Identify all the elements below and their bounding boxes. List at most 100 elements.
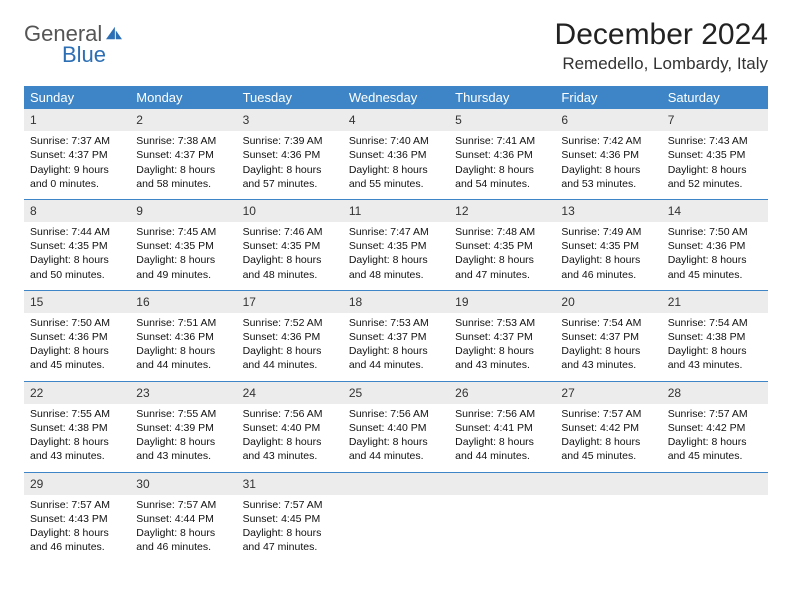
week-row: 15Sunrise: 7:50 AMSunset: 4:36 PMDayligh… <box>24 291 768 382</box>
sunset-text: Sunset: 4:42 PM <box>561 421 655 435</box>
day-number: 19 <box>449 291 555 313</box>
sunrise-text: Sunrise: 7:43 AM <box>668 134 762 148</box>
day-number: 1 <box>24 109 130 131</box>
day-number: 25 <box>343 382 449 404</box>
cell-body: Sunrise: 7:53 AMSunset: 4:37 PMDaylight:… <box>449 316 555 373</box>
daylight-text: Daylight: 8 hours <box>243 163 337 177</box>
calendar-cell: 3Sunrise: 7:39 AMSunset: 4:36 PMDaylight… <box>237 109 343 199</box>
daylight-text: and 44 minutes. <box>349 358 443 372</box>
cell-body: Sunrise: 7:39 AMSunset: 4:36 PMDaylight:… <box>237 134 343 191</box>
daylight-text: Daylight: 8 hours <box>455 163 549 177</box>
sunrise-text: Sunrise: 7:53 AM <box>349 316 443 330</box>
cell-body: Sunrise: 7:37 AMSunset: 4:37 PMDaylight:… <box>24 134 130 191</box>
calendar-cell: 14 Sunrise: 7:50 AMSunset: 4:36 PMDayligh… <box>662 200 768 290</box>
sunset-text: Sunset: 4:37 PM <box>349 330 443 344</box>
daylight-text: and 48 minutes. <box>349 268 443 282</box>
sunrise-text: Sunrise: 7:55 AM <box>136 407 230 421</box>
daylight-text: Daylight: 8 hours <box>30 344 124 358</box>
sunrise-text: Sunrise: 7:44 AM <box>30 225 124 239</box>
day-header-cell: Monday <box>130 86 236 109</box>
calendar-cell: 2Sunrise: 7:38 AMSunset: 4:37 PMDaylight… <box>130 109 236 199</box>
sunrise-text: Sunrise: 7:42 AM <box>561 134 655 148</box>
calendar-cell: 30Sunrise: 7:57 AMSunset: 4:44 PMDayligh… <box>130 473 236 563</box>
sunrise-text: Sunrise: 7:39 AM <box>243 134 337 148</box>
calendar-cell: 22Sunrise: 7:55 AMSunset: 4:38 PMDayligh… <box>24 382 130 472</box>
day-header-cell: Thursday <box>449 86 555 109</box>
daylight-text: and 45 minutes. <box>668 449 762 463</box>
daylight-text: and 49 minutes. <box>136 268 230 282</box>
day-number: 31 <box>237 473 343 495</box>
cell-body: Sunrise: 7:57 AMSunset: 4:42 PMDaylight:… <box>555 407 661 464</box>
daylight-text: Daylight: 8 hours <box>561 344 655 358</box>
sunset-text: Sunset: 4:36 PM <box>136 330 230 344</box>
cell-body: Sunrise: 7:56 AMSunset: 4:41 PMDaylight:… <box>449 407 555 464</box>
sunset-text: Sunset: 4:37 PM <box>455 330 549 344</box>
cell-body: Sunrise: 7:51 AMSunset: 4:36 PMDaylight:… <box>130 316 236 373</box>
sunrise-text: Sunrise: 7:52 AM <box>243 316 337 330</box>
day-number: 12 <box>449 200 555 222</box>
calendar-cell: 26Sunrise: 7:56 AMSunset: 4:41 PMDayligh… <box>449 382 555 472</box>
day-number: 4 <box>343 109 449 131</box>
sunset-text: Sunset: 4:40 PM <box>349 421 443 435</box>
brand-part2: Blue <box>62 42 106 67</box>
week-row: 29Sunrise: 7:57 AMSunset: 4:43 PMDayligh… <box>24 473 768 563</box>
daylight-text: and 53 minutes. <box>561 177 655 191</box>
sunset-text: Sunset: 4:44 PM <box>136 512 230 526</box>
daylight-text: Daylight: 8 hours <box>668 253 762 267</box>
daylight-text: and 43 minutes. <box>30 449 124 463</box>
calendar-cell: 4Sunrise: 7:40 AMSunset: 4:36 PMDaylight… <box>343 109 449 199</box>
sunset-text: Sunset: 4:36 PM <box>561 148 655 162</box>
sunrise-text: Sunrise: 7:54 AM <box>668 316 762 330</box>
week-row: 8Sunrise: 7:44 AMSunset: 4:35 PMDaylight… <box>24 200 768 291</box>
daylight-text: and 43 minutes. <box>136 449 230 463</box>
sunset-text: Sunset: 4:40 PM <box>243 421 337 435</box>
cell-body: Sunrise: 7:41 AMSunset: 4:36 PMDaylight:… <box>449 134 555 191</box>
daylight-text: Daylight: 8 hours <box>349 344 443 358</box>
sunset-text: Sunset: 4:36 PM <box>30 330 124 344</box>
calendar-cell: 24Sunrise: 7:56 AMSunset: 4:40 PMDayligh… <box>237 382 343 472</box>
day-number: 14 <box>662 200 768 222</box>
day-number: 27 <box>555 382 661 404</box>
daylight-text: Daylight: 8 hours <box>243 435 337 449</box>
cell-body: Sunrise: 7:57 AMSunset: 4:42 PMDaylight:… <box>662 407 768 464</box>
cell-body: Sunrise: 7:52 AMSunset: 4:36 PMDaylight:… <box>237 316 343 373</box>
sunrise-text: Sunrise: 7:38 AM <box>136 134 230 148</box>
calendar-cell: 11Sunrise: 7:47 AMSunset: 4:35 PMDayligh… <box>343 200 449 290</box>
sunrise-text: Sunrise: 7:50 AM <box>668 225 762 239</box>
day-header-cell: Sunday <box>24 86 130 109</box>
daylight-text: and 57 minutes. <box>243 177 337 191</box>
daylight-text: Daylight: 8 hours <box>349 253 443 267</box>
daylight-text: and 0 minutes. <box>30 177 124 191</box>
day-number: 7 <box>662 109 768 131</box>
sunset-text: Sunset: 4:35 PM <box>30 239 124 253</box>
sunset-text: Sunset: 4:36 PM <box>349 148 443 162</box>
cell-body: Sunrise: 7:49 AMSunset: 4:35 PMDaylight:… <box>555 225 661 282</box>
daylight-text: and 43 minutes. <box>243 449 337 463</box>
title-block: December 2024 Remedello, Lombardy, Italy <box>555 18 768 74</box>
daylight-text: and 46 minutes. <box>561 268 655 282</box>
day-header-cell: Friday <box>555 86 661 109</box>
calendar-cell: 19 Sunrise: 7:53 AMSunset: 4:37 PMDayligh… <box>449 291 555 381</box>
calendar-cell-empty <box>449 473 555 563</box>
sunrise-text: Sunrise: 7:57 AM <box>668 407 762 421</box>
cell-body: Sunrise: 7:50 AMSunset: 4:36 PMDaylight:… <box>24 316 130 373</box>
calendar-cell: 8Sunrise: 7:44 AMSunset: 4:35 PMDaylight… <box>24 200 130 290</box>
daylight-text: Daylight: 8 hours <box>668 344 762 358</box>
daylight-text: Daylight: 8 hours <box>561 435 655 449</box>
daylight-text: Daylight: 8 hours <box>561 163 655 177</box>
calendar-cell: 13Sunrise: 7:49 AMSunset: 4:35 PMDayligh… <box>555 200 661 290</box>
location-text: Remedello, Lombardy, Italy <box>555 54 768 74</box>
day-number: 30 <box>130 473 236 495</box>
sunset-text: Sunset: 4:41 PM <box>455 421 549 435</box>
day-number <box>555 473 661 495</box>
calendar-cell: 10Sunrise: 7:46 AMSunset: 4:35 PMDayligh… <box>237 200 343 290</box>
cell-body: Sunrise: 7:57 AMSunset: 4:45 PMDaylight:… <box>237 498 343 555</box>
cell-body: Sunrise: 7:50 AMSunset: 4:36 PMDaylight:… <box>662 225 768 282</box>
daylight-text: and 47 minutes. <box>455 268 549 282</box>
day-number: 16 <box>130 291 236 313</box>
sunrise-text: Sunrise: 7:45 AM <box>136 225 230 239</box>
cell-body: Sunrise: 7:53 AMSunset: 4:37 PMDaylight:… <box>343 316 449 373</box>
daylight-text: and 47 minutes. <box>243 540 337 554</box>
daylight-text: Daylight: 8 hours <box>243 253 337 267</box>
daylight-text: Daylight: 8 hours <box>243 344 337 358</box>
